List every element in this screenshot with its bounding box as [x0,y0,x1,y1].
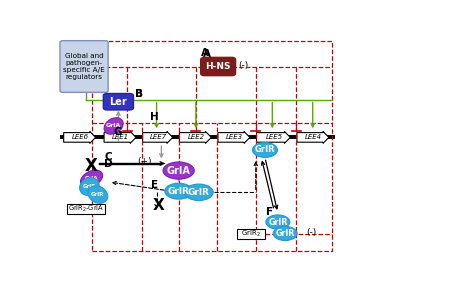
FancyArrow shape [104,132,136,143]
FancyBboxPatch shape [237,229,265,239]
FancyArrow shape [297,132,329,143]
FancyArrow shape [218,132,250,143]
Text: LEE6: LEE6 [72,135,89,140]
Text: GrlR: GrlR [255,146,275,154]
Text: GrlR: GrlR [188,188,210,197]
Text: LEE2: LEE2 [188,135,205,140]
Ellipse shape [165,183,192,199]
Text: GrlR$_2$-GrlA: GrlR$_2$-GrlA [68,204,104,214]
Text: G: G [114,127,122,137]
Text: X: X [153,198,164,213]
FancyArrow shape [179,132,211,143]
FancyArrow shape [256,132,290,143]
Text: Ler: Ler [109,97,127,107]
Text: GrlR: GrlR [275,229,295,238]
Text: LEE4: LEE4 [305,135,322,140]
Text: X: X [85,157,98,175]
Text: Global and
pathogen-
specific A/E
regulators: Global and pathogen- specific A/E regula… [63,53,105,80]
Ellipse shape [81,170,103,187]
FancyArrow shape [64,132,96,143]
Text: LEE3: LEE3 [226,135,243,140]
Text: H: H [150,112,159,122]
Ellipse shape [253,143,277,157]
Text: A: A [202,49,210,59]
Text: A: A [201,48,209,58]
Text: E: E [151,180,158,190]
Ellipse shape [266,215,290,229]
Ellipse shape [104,118,123,134]
Text: (-): (-) [238,61,249,70]
Text: B: B [135,89,143,99]
Text: LEE5: LEE5 [265,135,283,140]
Text: GrlR: GrlR [168,187,190,196]
FancyBboxPatch shape [201,57,236,76]
Ellipse shape [184,184,213,200]
FancyBboxPatch shape [60,41,108,92]
Text: (+): (+) [137,157,152,166]
Text: GrlA: GrlA [106,124,121,129]
Text: B: B [135,89,143,99]
Text: C: C [104,152,112,162]
Text: F: F [266,207,273,217]
Text: (-): (-) [306,228,316,237]
Text: GrlA: GrlA [85,176,98,181]
Ellipse shape [80,178,99,195]
FancyArrow shape [143,132,173,143]
FancyBboxPatch shape [103,94,134,110]
Text: H-NS: H-NS [205,62,231,71]
Ellipse shape [163,162,194,179]
Ellipse shape [88,186,108,203]
Ellipse shape [273,226,297,241]
Text: GrlR$_2$: GrlR$_2$ [241,229,261,239]
Text: GrlA: GrlA [167,165,191,176]
Text: GrlR: GrlR [82,184,96,189]
Text: GrlR: GrlR [91,192,105,197]
Bar [91,41,332,251]
Text: LEE1: LEE1 [112,135,129,140]
Text: D: D [104,159,113,169]
FancyBboxPatch shape [67,204,105,214]
Text: GrlR: GrlR [268,217,288,227]
Text: LEE7: LEE7 [150,135,167,140]
